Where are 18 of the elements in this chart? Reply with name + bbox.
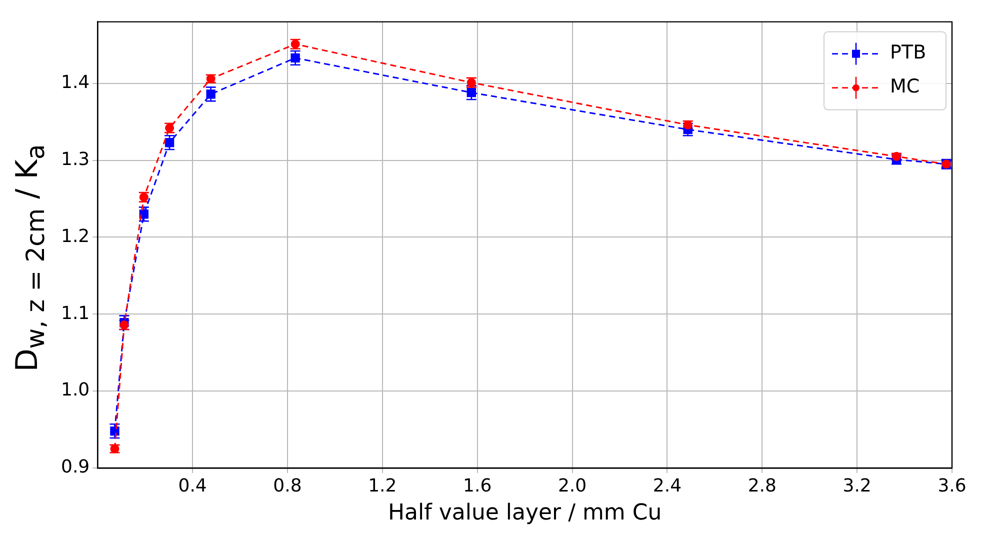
y-tick-label: 1.4 <box>60 72 90 94</box>
y-tick-label: 1.2 <box>60 226 90 247</box>
x-axis-title: Half value layer / mm Cu <box>388 500 662 526</box>
x-tick-label: 2.0 <box>558 475 587 496</box>
x-tick-label: 1.2 <box>368 475 397 496</box>
legend-label: MC <box>890 76 920 98</box>
legend-label: PTB <box>890 42 926 64</box>
x-tick-label: 3.2 <box>842 475 872 496</box>
y-tick-label: 1.1 <box>60 302 90 324</box>
x-tick-label: 3.6 <box>938 475 966 496</box>
y-tick-label: 1.0 <box>60 380 90 401</box>
y-tick-label: 0.9 <box>60 456 90 478</box>
x-tick-label: 2.4 <box>652 475 682 496</box>
y-tick-label: 1.3 <box>60 148 90 170</box>
x-tick-label: 2.8 <box>748 475 776 496</box>
x-tick-label: 0.8 <box>273 475 302 496</box>
x-tick-label: 1.6 <box>463 475 492 496</box>
x-tick-label: 0.4 <box>178 475 207 496</box>
